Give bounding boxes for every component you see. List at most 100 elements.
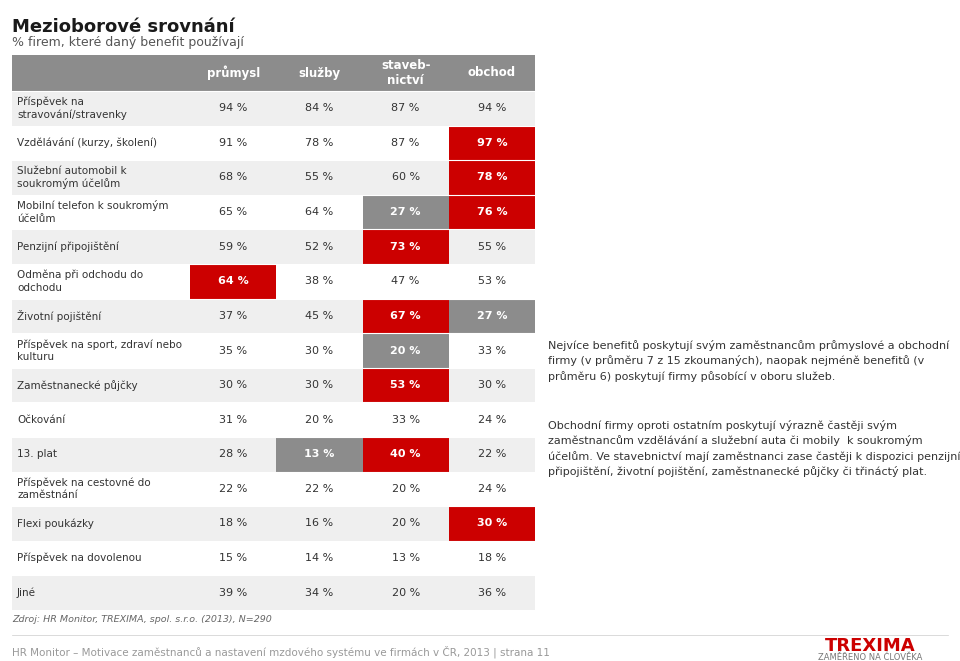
Text: 15 %: 15 % [219, 553, 247, 563]
Text: 24 %: 24 % [478, 484, 506, 494]
Text: 47 %: 47 % [392, 276, 420, 286]
Text: 53 %: 53 % [391, 380, 420, 390]
Text: 45 %: 45 % [305, 311, 333, 321]
Text: 94 %: 94 % [478, 103, 506, 113]
Text: Životní pojištění: Životní pojištění [17, 310, 101, 322]
Bar [12, 264, 535, 299]
Text: Zdroj: HR Monitor, TREXIMA, spol. s.r.o. (2013), N=290: Zdroj: HR Monitor, TREXIMA, spol. s.r.o.… [12, 615, 272, 624]
Text: 22 %: 22 % [478, 449, 506, 459]
Text: staveb-
nictví: staveb- nictví [381, 59, 430, 87]
Text: 78 %: 78 % [476, 173, 507, 182]
Text: 60 %: 60 % [392, 173, 420, 182]
Text: 84 %: 84 % [305, 103, 333, 113]
Text: ZAMĚŘENO NA ČLOVĚKA: ZAMĚŘENO NA ČLOVĚKA [818, 653, 923, 661]
Text: 27 %: 27 % [391, 207, 420, 217]
Bar [12, 333, 535, 368]
Text: Penzijní připojištění: Penzijní připojištění [17, 241, 119, 252]
Bar [448, 126, 535, 160]
Text: 14 %: 14 % [305, 553, 333, 563]
Bar [12, 126, 535, 160]
Bar [12, 541, 535, 575]
Text: 13 %: 13 % [392, 553, 420, 563]
Text: 20 %: 20 % [305, 414, 333, 425]
Bar [448, 506, 535, 541]
Text: 59 %: 59 % [219, 242, 248, 252]
Text: 53 %: 53 % [478, 276, 506, 286]
Text: 22 %: 22 % [219, 484, 248, 494]
Text: 20 %: 20 % [392, 484, 420, 494]
Text: 30 %: 30 % [305, 346, 333, 356]
Bar [276, 437, 363, 471]
Text: 33 %: 33 % [392, 414, 420, 425]
Text: 24 %: 24 % [478, 414, 506, 425]
Text: 28 %: 28 % [219, 449, 248, 459]
Text: 27 %: 27 % [476, 311, 507, 321]
Text: Příspěvek na dovolenou: Příspěvek na dovolenou [17, 553, 142, 563]
Text: 73 %: 73 % [391, 242, 420, 252]
Text: 87 %: 87 % [392, 138, 420, 148]
Text: 18 %: 18 % [478, 553, 506, 563]
Bar [12, 195, 535, 229]
Text: 33 %: 33 % [478, 346, 506, 356]
Bar [448, 195, 535, 229]
Text: 40 %: 40 % [391, 449, 420, 459]
Text: Mezioborové srovnání: Mezioborové srovnání [12, 18, 234, 36]
Text: 16 %: 16 % [305, 518, 333, 529]
Text: 36 %: 36 % [478, 588, 506, 598]
Text: 30 %: 30 % [478, 380, 506, 390]
Bar [12, 160, 535, 195]
Text: 67 %: 67 % [391, 311, 420, 321]
Text: obchod: obchod [468, 67, 516, 79]
Bar [363, 195, 448, 229]
Bar [363, 229, 448, 264]
Text: 20 %: 20 % [392, 588, 420, 598]
Text: 35 %: 35 % [219, 346, 247, 356]
Text: TREXIMA: TREXIMA [825, 637, 915, 655]
Text: 38 %: 38 % [305, 276, 333, 286]
Text: Obchodní firmy oproti ostatním poskytují výrazně častěji svým
zaměstnancům vzděl: Obchodní firmy oproti ostatním poskytují… [548, 420, 960, 477]
Bar [12, 437, 535, 471]
Text: 22 %: 22 % [305, 484, 333, 494]
Text: Zaměstnanecké půjčky: Zaměstnanecké půjčky [17, 379, 137, 391]
Text: 39 %: 39 % [219, 588, 248, 598]
Text: 87 %: 87 % [392, 103, 420, 113]
Text: Očkování: Očkování [17, 414, 65, 425]
Text: Odměna při odchodu do
odchodu: Odměna při odchodu do odchodu [17, 270, 143, 293]
Bar [12, 403, 535, 437]
Text: 34 %: 34 % [305, 588, 333, 598]
Bar [12, 229, 535, 264]
Text: Příspěvek na cestovné do
zaměstnání: Příspěvek na cestovné do zaměstnání [17, 477, 151, 500]
Bar [12, 299, 535, 333]
Text: 78 %: 78 % [305, 138, 333, 148]
Text: 91 %: 91 % [219, 138, 248, 148]
Bar [12, 91, 535, 126]
Text: 65 %: 65 % [219, 207, 247, 217]
Bar [12, 471, 535, 506]
Bar [12, 575, 535, 610]
Text: Jiné: Jiné [17, 588, 36, 598]
Bar [12, 506, 535, 541]
Text: Příspěvek na sport, zdraví nebo
kulturu: Příspěvek na sport, zdraví nebo kulturu [17, 339, 182, 362]
Text: 64 %: 64 % [218, 276, 249, 286]
Text: 68 %: 68 % [219, 173, 248, 182]
Text: HR Monitor – Motivace zaměstnanců a nastavení mzdového systému ve firmách v ČR, : HR Monitor – Motivace zaměstnanců a nast… [12, 645, 550, 658]
Text: Mobilní telefon k soukromým
účelům: Mobilní telefon k soukromým účelům [17, 200, 169, 224]
Text: 94 %: 94 % [219, 103, 248, 113]
Text: Služební automobil k
soukromým účelům: Služební automobil k soukromým účelům [17, 166, 127, 189]
Text: 97 %: 97 % [476, 138, 507, 148]
Text: 52 %: 52 % [305, 242, 333, 252]
Text: 13 %: 13 % [304, 449, 335, 459]
Bar [12, 55, 535, 91]
Text: 18 %: 18 % [219, 518, 248, 529]
Text: 13. plat: 13. plat [17, 449, 57, 459]
Text: 20 %: 20 % [392, 518, 420, 529]
Text: 20 %: 20 % [391, 346, 420, 356]
Text: 76 %: 76 % [476, 207, 507, 217]
Bar [363, 368, 448, 403]
Bar [190, 264, 276, 299]
Text: Nejvíce benefitů poskytují svým zaměstnancům průmyslové a obchodní
firmy (v prům: Nejvíce benefitů poskytují svým zaměstna… [548, 340, 949, 382]
Bar [448, 160, 535, 195]
Text: 64 %: 64 % [305, 207, 333, 217]
Text: Příspěvek na
stravování/stravenky: Příspěvek na stravování/stravenky [17, 97, 127, 120]
Text: průmysl: průmysl [206, 65, 260, 80]
